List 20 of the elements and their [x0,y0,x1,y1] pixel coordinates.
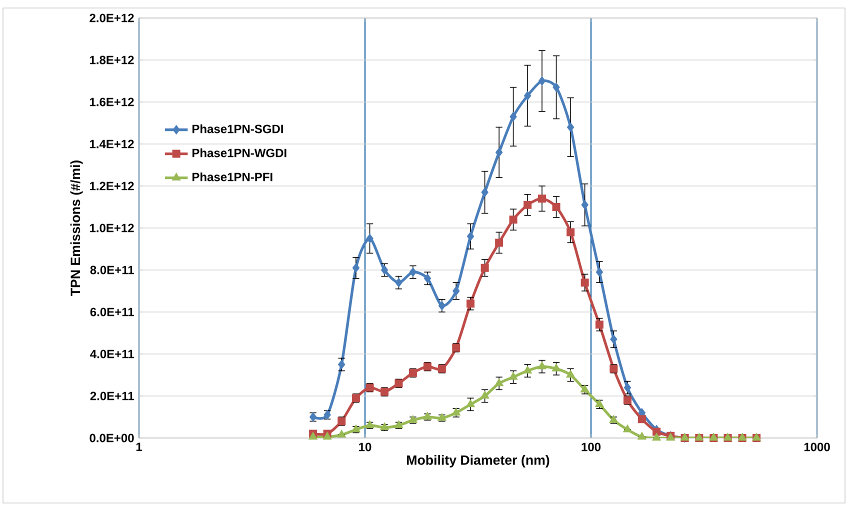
y-tick-label: 2.0E+11 [90,392,134,400]
x-axis-title: Mobility Diameter (nm) [407,455,550,468]
y-tick-label: 0.0E+00 [90,434,134,442]
y-tick-label: 6.0E+11 [90,308,134,316]
y-tick-label: 8.0E+11 [90,266,134,274]
y-tick-label: 1.2E+12 [90,182,134,190]
y-tick-label: 1.8E+12 [90,56,134,64]
y-axis-title: TPN Emissions (#/mi) [70,160,83,296]
y-tick-label: 1.4E+12 [90,140,134,148]
x-tick-label: 1000 [804,442,830,452]
y-tick-label: 2.0E+12 [90,14,134,22]
y-tick-label: 1.0E+12 [90,224,134,232]
y-tick-label: 4.0E+11 [90,350,134,358]
x-tick-label: 100 [582,442,601,452]
legend-label: Phase1PN-SGDI [192,124,283,134]
legend-label: Phase1PN-WGDI [192,148,286,158]
x-tick-label: 1 [136,442,142,451]
y-tick-label: 1.6E+12 [90,98,134,106]
x-tick-label: 10 [359,442,372,452]
legend-label: Phase1PN-PFI [192,172,272,182]
